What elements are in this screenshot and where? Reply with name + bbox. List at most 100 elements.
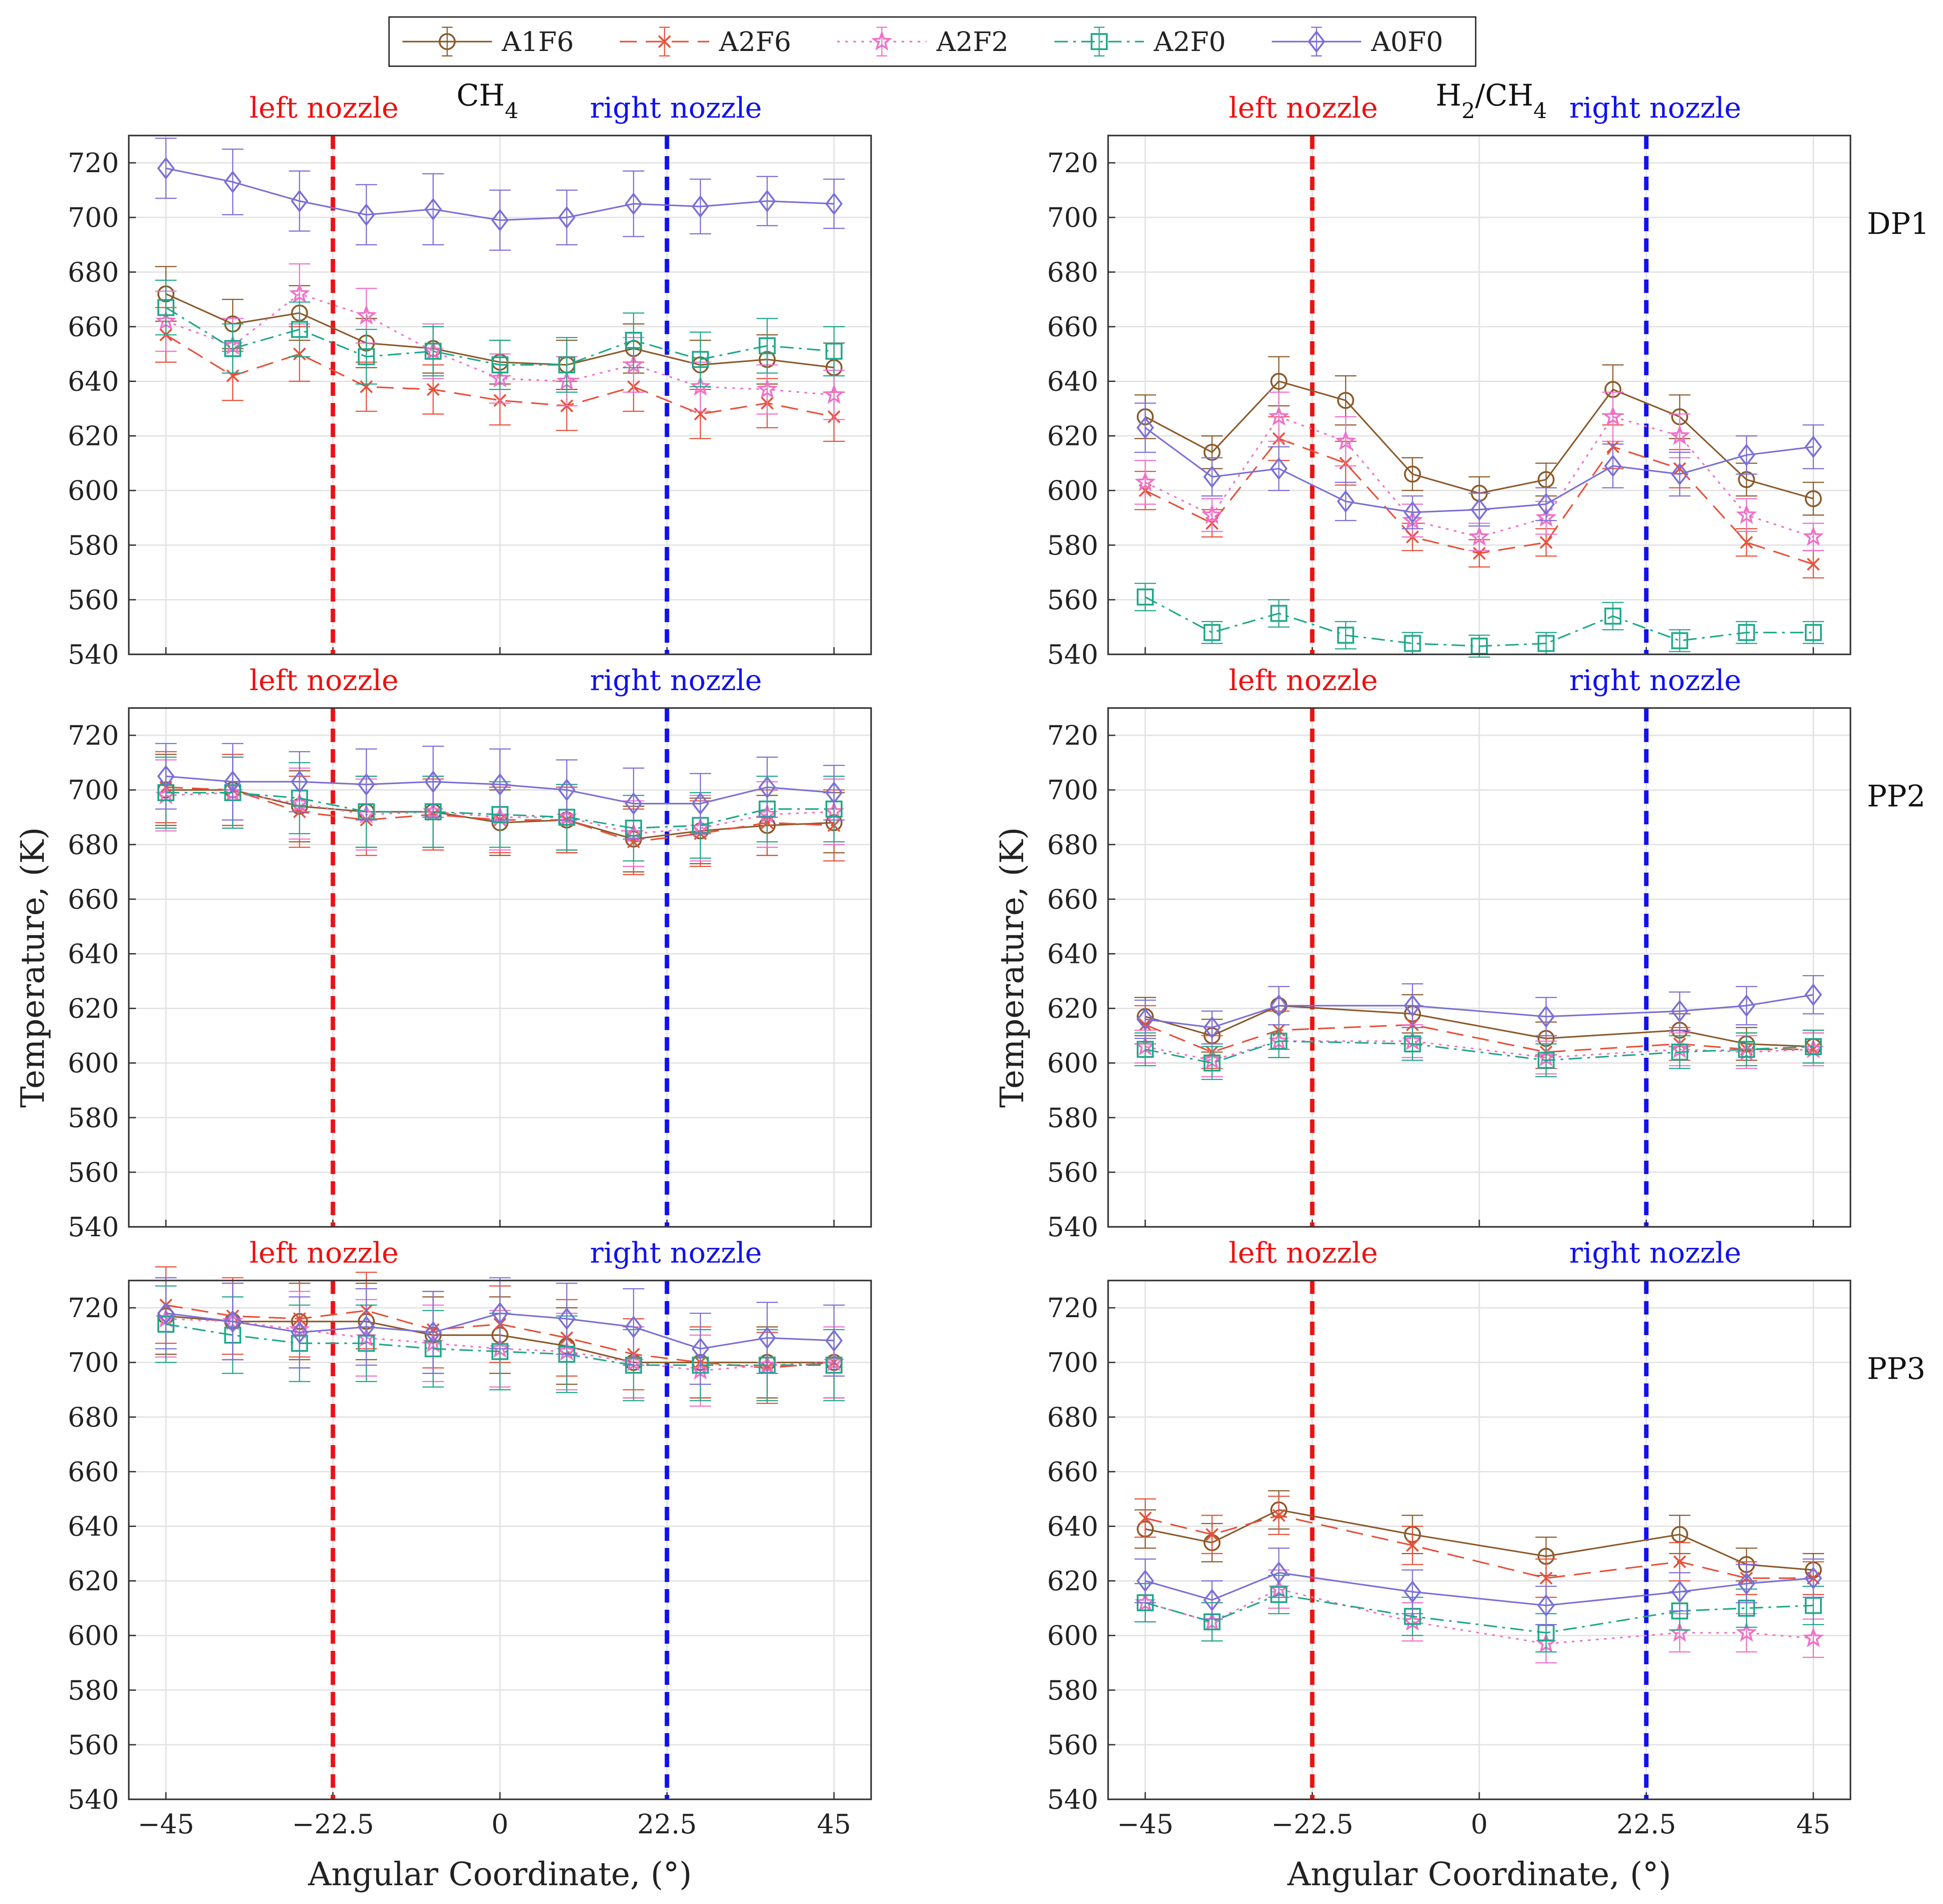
data-point	[690, 376, 711, 396]
y-tick-label: 720	[68, 1293, 119, 1324]
data-point	[224, 170, 241, 194]
x-tick-label: −22.5	[1271, 1809, 1354, 1840]
data-point	[1270, 1561, 1288, 1584]
series-A2F0	[155, 280, 845, 393]
data-point	[1136, 1008, 1154, 1031]
y-tick-label: 680	[68, 257, 119, 288]
y-tick-label: 620	[68, 1566, 119, 1597]
data-point	[1404, 501, 1422, 524]
y-tick-label: 660	[68, 1456, 119, 1488]
data-point	[1137, 588, 1154, 606]
data-point	[1805, 490, 1822, 507]
y-tick-label: 700	[1047, 202, 1098, 233]
plot-frame	[128, 707, 872, 1228]
plot-frame	[1107, 1280, 1851, 1800]
series-line	[1145, 1514, 1813, 1579]
y-tick-label: 660	[1047, 311, 1098, 343]
y-tick-label: 580	[68, 530, 119, 561]
legend-marker	[439, 33, 456, 50]
y-tick-label: 540	[68, 1212, 119, 1243]
y-tick-label: 540	[68, 1784, 119, 1815]
y-tick-label: 640	[68, 366, 119, 397]
data-point	[1270, 457, 1288, 480]
data-point	[1139, 1511, 1152, 1525]
data-point	[1604, 607, 1621, 625]
y-axis-title: Temperature, (K)	[993, 827, 1031, 1107]
left-nozzle-label: left nozzle	[250, 1237, 399, 1270]
plot-frame	[1107, 135, 1851, 655]
y-axis-title: Temperature, (K)	[14, 827, 51, 1107]
data-point	[758, 1326, 776, 1349]
data-point	[1738, 1041, 1755, 1058]
series-line	[1145, 1005, 1814, 1047]
data-point	[691, 195, 709, 218]
data-point	[291, 1321, 309, 1344]
data-point	[1537, 1594, 1555, 1617]
data-point	[1137, 1041, 1154, 1058]
data-point	[825, 781, 843, 804]
data-point	[1537, 635, 1555, 652]
y-tick-label: 660	[1047, 884, 1098, 915]
data-point	[1805, 1597, 1822, 1614]
data-point	[1537, 1005, 1555, 1028]
y-tick-label: 540	[68, 639, 119, 670]
data-point	[1740, 536, 1753, 549]
data-point	[356, 305, 377, 325]
y-tick-label: 680	[68, 1402, 119, 1433]
data-point	[427, 383, 440, 396]
data-point	[757, 378, 778, 399]
data-point	[625, 792, 643, 815]
data-point	[1406, 1539, 1419, 1552]
data-point	[226, 369, 239, 382]
y-tick-label: 580	[1047, 1675, 1098, 1706]
series-line	[166, 792, 834, 829]
data-point	[1738, 994, 1756, 1017]
data-point	[825, 1329, 843, 1352]
data-point	[1671, 1043, 1689, 1061]
series-A2F0	[1134, 1024, 1824, 1080]
legend-label: A2F2	[936, 26, 1008, 58]
y-tick-label: 680	[1047, 257, 1098, 288]
data-point	[1669, 424, 1690, 445]
y-tick-label: 640	[1047, 1511, 1098, 1542]
series-line	[1145, 1040, 1814, 1064]
legend-marker	[658, 35, 671, 48]
data-point	[1804, 983, 1822, 1006]
data-point	[1807, 558, 1820, 571]
y-tick-label: 700	[1047, 1347, 1098, 1378]
data-point	[1404, 1035, 1421, 1052]
x-tick-label: −45	[1117, 1809, 1174, 1840]
data-point	[558, 356, 576, 373]
x-tick-label: 45	[817, 1809, 851, 1840]
legend-entry-A2F2: A2F2	[837, 26, 1008, 58]
y-tick-label: 680	[68, 829, 119, 861]
data-point	[825, 343, 842, 360]
data-point	[1134, 471, 1156, 492]
legend-label: A1F6	[501, 26, 574, 58]
data-point	[758, 190, 776, 212]
y-tick-label: 600	[1047, 1048, 1098, 1079]
x-tick-label: 45	[1796, 1809, 1830, 1840]
data-point	[291, 321, 308, 338]
data-point	[1671, 462, 1689, 486]
y-tick-label: 640	[68, 1511, 119, 1542]
data-point	[1335, 430, 1356, 450]
data-point	[357, 203, 375, 226]
data-point	[1404, 1580, 1422, 1603]
x-axis-title: Angular Coordinate, (°)	[308, 1855, 692, 1893]
y-tick-label: 560	[1047, 585, 1098, 616]
data-point	[157, 1302, 175, 1325]
data-point	[1404, 994, 1422, 1017]
data-point	[1671, 1526, 1689, 1543]
data-point	[358, 348, 375, 365]
data-point	[157, 299, 174, 316]
data-point	[1804, 435, 1822, 458]
data-point	[558, 206, 576, 229]
series-A2F0	[1134, 583, 1824, 658]
data-point	[357, 773, 375, 796]
x-tick-label: −45	[138, 1809, 195, 1840]
data-point	[157, 765, 175, 788]
data-point	[1671, 1580, 1689, 1603]
data-point	[1736, 1621, 1757, 1642]
